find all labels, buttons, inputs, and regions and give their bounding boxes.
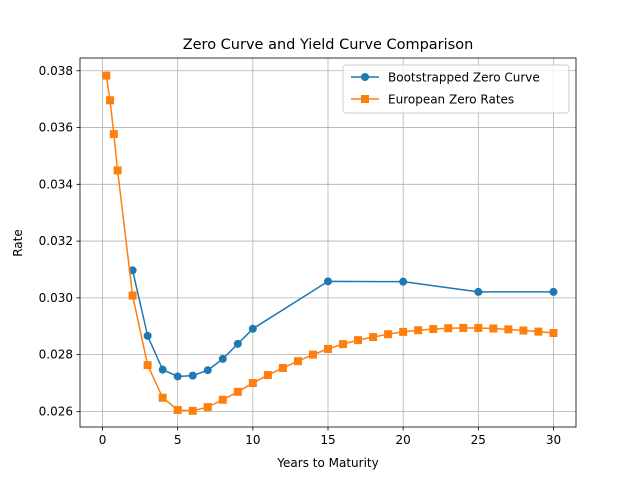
- x-tick-label-5: 25: [471, 433, 486, 447]
- series-1-point-21: [384, 330, 393, 339]
- y-tick-label-4: 0.034: [39, 177, 73, 191]
- series-0-point-12: [549, 287, 558, 296]
- series-1-point-29: [504, 325, 513, 334]
- y-tick-label-6: 0.038: [39, 64, 73, 78]
- series-1-point-12: [248, 379, 257, 388]
- series-1-point-0: [102, 71, 111, 80]
- series-1-point-16: [308, 350, 317, 359]
- x-axis-label: Years to Maturity: [276, 456, 378, 470]
- series-1-point-6: [158, 393, 167, 402]
- series-1-point-22: [399, 327, 408, 336]
- y-tick-label-0: 0.026: [39, 404, 73, 418]
- series-1-point-2: [109, 130, 118, 139]
- series-1-point-18: [339, 340, 348, 349]
- x-tick-label-6: 30: [546, 433, 561, 447]
- series-0-point-3: [173, 372, 182, 381]
- series-1-point-17: [324, 344, 332, 353]
- x-tick-label-4: 20: [396, 433, 411, 447]
- series-1-point-11: [233, 387, 242, 396]
- series-0-point-5: [203, 366, 212, 375]
- x-tick-label-0: 0: [99, 433, 107, 447]
- series-0-point-6: [218, 354, 227, 363]
- series-0-point-4: [188, 371, 197, 380]
- series-1-point-26: [459, 323, 468, 332]
- series-1-point-3: [113, 166, 122, 175]
- chart-title: Zero Curve and Yield Curve Comparison: [183, 37, 474, 53]
- series-1-point-24: [429, 325, 438, 334]
- series-0-point-0: [128, 266, 137, 275]
- series-1-point-14: [278, 363, 287, 372]
- series-1-point-19: [354, 336, 363, 345]
- series-1-point-27: [474, 323, 483, 332]
- series-1-point-31: [534, 327, 543, 336]
- series-0-point-10: [399, 277, 408, 286]
- y-tick-label-1: 0.028: [39, 348, 73, 362]
- y-tick-label-2: 0.030: [39, 291, 73, 305]
- y-tick-label-3: 0.032: [39, 234, 73, 248]
- series-1-point-32: [549, 329, 558, 338]
- legend-marker-1: [361, 95, 369, 103]
- series-0-point-9: [324, 277, 332, 286]
- series-0-point-2: [158, 365, 167, 374]
- series-1-point-28: [489, 324, 498, 333]
- series-1-point-9: [203, 403, 212, 412]
- series-0-point-1: [143, 331, 152, 340]
- x-tick-label-1: 5: [174, 433, 182, 447]
- series-0-point-7: [233, 339, 242, 348]
- x-tick-label-3: 15: [320, 433, 335, 447]
- series-1-point-20: [369, 333, 378, 342]
- x-tick-label-2: 10: [245, 433, 260, 447]
- series-1-point-8: [188, 406, 197, 415]
- series-1-point-30: [519, 326, 528, 335]
- legend-label-1: European Zero Rates: [388, 93, 514, 107]
- series-0-point-8: [248, 324, 257, 333]
- legend-marker-0: [361, 73, 369, 81]
- legend-label-0: Bootstrapped Zero Curve: [388, 71, 540, 85]
- series-1-point-10: [218, 395, 227, 404]
- y-tick-label-5: 0.036: [39, 121, 73, 135]
- series-0-point-11: [474, 287, 483, 296]
- series-1-point-7: [173, 405, 182, 414]
- series-1-point-4: [128, 291, 137, 300]
- series-1-point-1: [106, 96, 115, 105]
- legend-box: [342, 64, 570, 114]
- plot-area: 0 5 10 15 20 25 30 0.026 0.028 0.030 0.032 0.034 0.0…: [39, 57, 577, 447]
- series-1-point-13: [263, 371, 272, 380]
- series-1-point-15: [293, 357, 302, 366]
- series-1-point-5: [143, 361, 152, 370]
- series-1-point-25: [444, 324, 453, 333]
- series-1-point-23: [414, 326, 423, 335]
- y-axis-label: Rate: [11, 229, 25, 257]
